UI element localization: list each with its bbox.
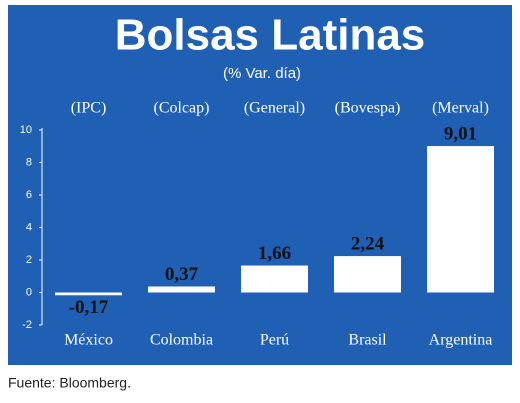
- index-label: (Colcap): [154, 100, 210, 117]
- index-label: (IPC): [71, 100, 107, 117]
- chart-subtitle: (% Var. día): [223, 65, 301, 82]
- value-label: 1,66: [258, 243, 291, 264]
- x-tick-label: Brasil: [348, 332, 387, 349]
- value-label: 9,01: [444, 123, 477, 144]
- x-tick-label: México: [64, 332, 113, 349]
- x-tick-label: Colombia: [150, 332, 213, 349]
- y-tick-label: 10: [20, 124, 32, 136]
- value-label: 2,24: [351, 233, 385, 254]
- index-label: (Merval): [432, 100, 489, 117]
- y-tick-label: 6: [26, 189, 32, 201]
- x-tick-label: Argentina: [429, 332, 493, 349]
- bar: [427, 146, 494, 293]
- index-label: (General): [244, 100, 305, 117]
- y-tick-label: 0: [26, 286, 32, 298]
- y-tick-label: 4: [26, 221, 32, 233]
- bar: [334, 256, 401, 293]
- value-label: 0,37: [165, 264, 199, 285]
- y-tick-label: 8: [26, 156, 32, 168]
- chart-title: Bolsas Latinas: [115, 11, 426, 60]
- y-tick-label: -2: [22, 319, 32, 331]
- index-label: (Bovespa): [335, 100, 401, 117]
- x-tick-label: Perú: [260, 332, 289, 349]
- bar: [148, 286, 215, 293]
- source: Fuente: Bloomberg.: [8, 375, 131, 391]
- y-tick-label: 2: [26, 254, 32, 266]
- bar: [241, 265, 308, 293]
- bar: [55, 292, 122, 296]
- value-label: -0,17: [69, 297, 109, 318]
